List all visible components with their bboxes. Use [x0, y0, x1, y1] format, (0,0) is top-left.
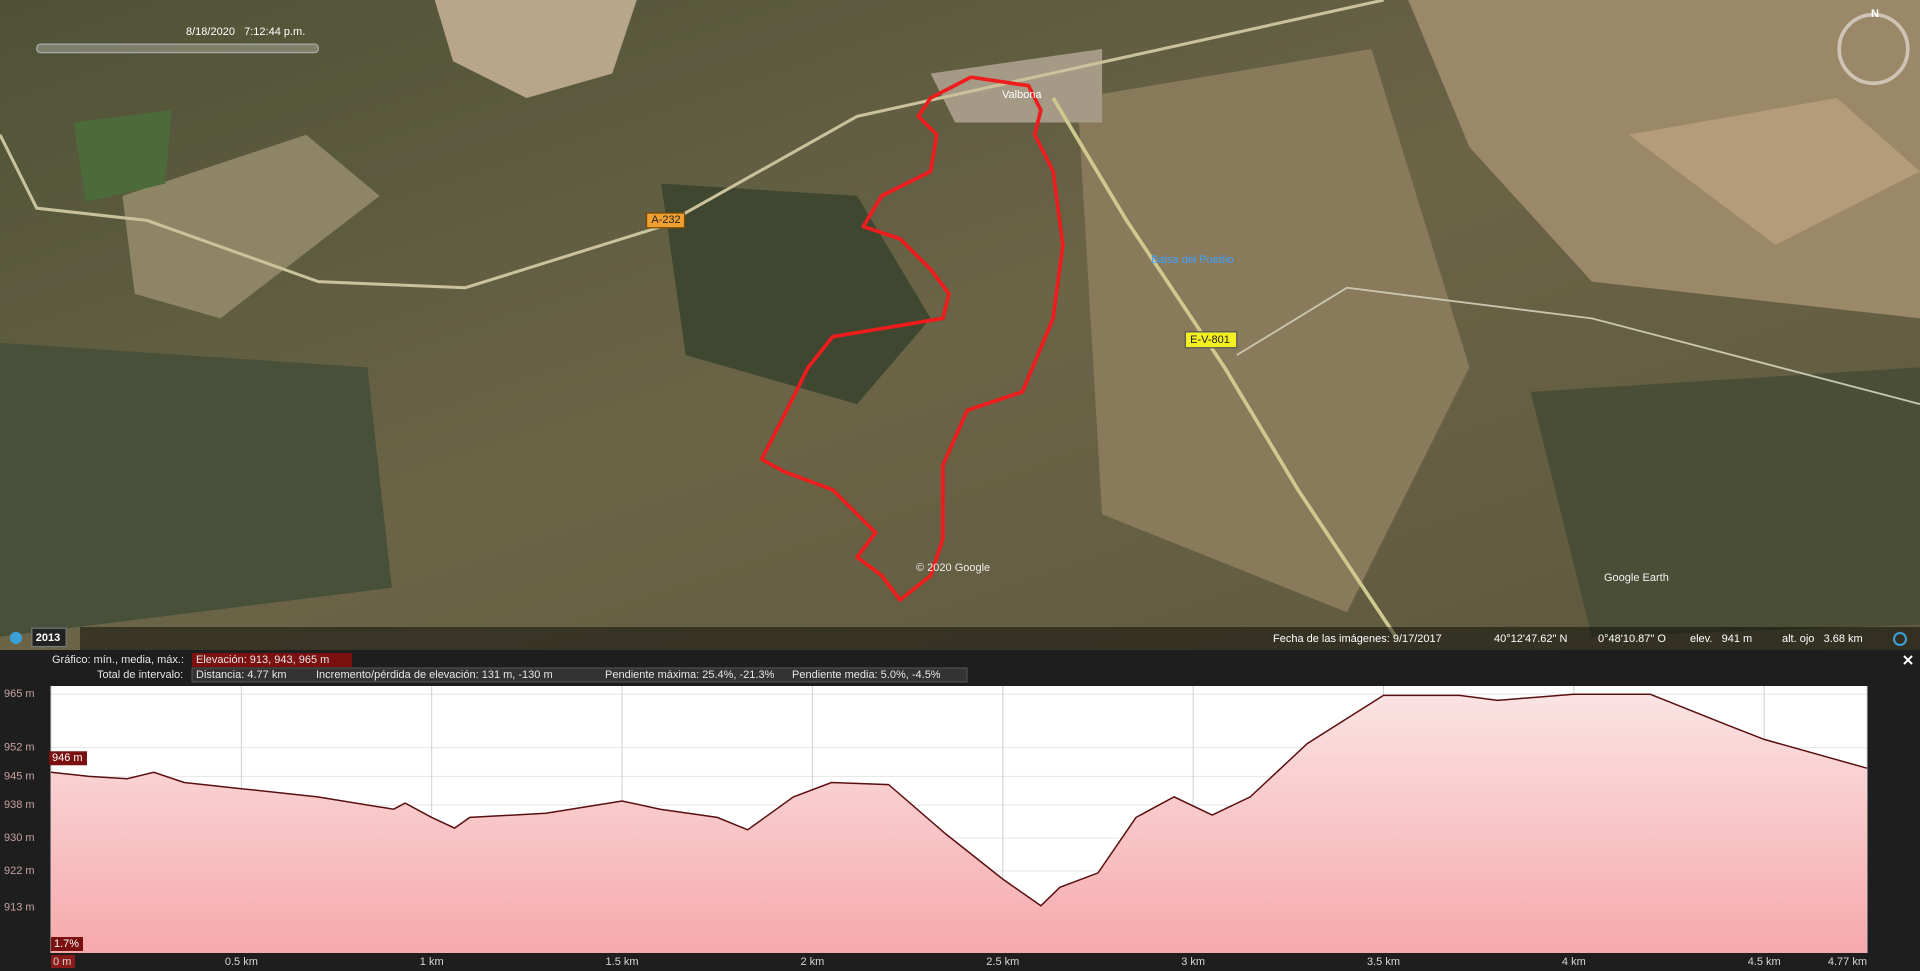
elevation-area — [51, 694, 1867, 953]
elevation: elev. 941 m — [1690, 633, 1752, 645]
road — [0, 0, 1385, 290]
loading-indicator — [1893, 632, 1907, 646]
status-bar — [80, 627, 1920, 650]
road — [1236, 286, 1920, 405]
highlight-box — [192, 653, 352, 667]
y-tick-label: 952 m — [4, 742, 35, 754]
x-tick-label: 1.5 km — [606, 956, 639, 968]
place-label[interactable]: Balsa del Pueblo — [1151, 254, 1234, 266]
field — [122, 134, 380, 319]
close-icon — [1903, 655, 1913, 665]
latitude: 40°12'47.62" N — [1494, 633, 1567, 645]
x-tick-label: 2.5 km — [986, 956, 1019, 968]
forest — [0, 342, 392, 637]
summary-value: Pendiente máxima: 25.4%, -21.3% — [605, 669, 775, 681]
field — [73, 110, 172, 203]
summary-value: Pendiente media: 5.0%, -4.5% — [792, 669, 941, 681]
y-tick-label: 945 m — [4, 770, 35, 782]
x-tick-label: 2 km — [801, 956, 825, 968]
fields — [1077, 48, 1470, 613]
y-tick-label: 965 m — [4, 688, 35, 700]
cursor-label: 946 m — [52, 752, 83, 764]
forest — [1530, 367, 1920, 637]
imagery-date: Fecha de las imágenes: 9/17/2017 — [1273, 633, 1442, 645]
x-tick-label: 4 km — [1562, 956, 1586, 968]
x-tick-label: 3 km — [1181, 956, 1205, 968]
x-tick-label: 0 m — [53, 956, 71, 968]
x-tick-label: 4.77 km — [1828, 956, 1867, 968]
summary-value: Incremento/pérdida de elevación: 131 m, … — [316, 669, 553, 681]
road-label: E-V-801 — [1190, 334, 1230, 346]
field — [434, 0, 637, 98]
summary-value: Distancia: 4.77 km — [196, 669, 286, 681]
x-tick-label: 4.5 km — [1748, 956, 1781, 968]
navigation-control[interactable] — [1837, 12, 1910, 86]
eye-altitude: alt. ojo 3.68 km — [1782, 633, 1863, 645]
elevation-profile: 965 m 952 m 945 m 938 m 930 m 922 m 913 m 0 m 0.… — [4, 686, 1868, 968]
year-badge[interactable] — [31, 627, 67, 648]
road-label: A-232 — [651, 214, 680, 226]
longitude: 0°48'10.87" O — [1598, 633, 1666, 645]
close-button[interactable] — [1903, 655, 1913, 665]
summary-value: Elevación: 913, 943, 965 m — [196, 654, 329, 666]
icon — [9, 631, 23, 645]
label-bg — [51, 937, 83, 951]
route-path[interactable] — [759, 75, 1065, 602]
label-bg — [51, 955, 75, 968]
forest — [661, 183, 931, 405]
compass-north: N — [1871, 8, 1879, 20]
year-label[interactable]: 2013 — [36, 632, 60, 644]
road-sign — [645, 212, 686, 229]
y-tick-label: 938 m — [4, 799, 35, 811]
timestamp: 8/18/2020 7:12:44 p.m. — [186, 26, 305, 38]
summary-label: Gráfico: mín., media, máx.: — [52, 654, 184, 666]
elevation-line — [50, 693, 1868, 907]
x-tick-label: 0.5 km — [225, 956, 258, 968]
x-tick-label: 1 km — [420, 956, 444, 968]
place-label[interactable]: Valbona — [1002, 89, 1042, 101]
y-tick-label: 922 m — [4, 865, 35, 877]
copyright: © 2020 Google — [916, 562, 990, 574]
summary-box — [191, 667, 968, 683]
logo: Google Earth — [1604, 572, 1669, 584]
label-bg — [49, 751, 87, 766]
y-tick-label: 930 m — [4, 832, 35, 844]
time-slider[interactable] — [36, 43, 319, 54]
map-view[interactable]: 8/18/2020 7:12:44 p.m. Valbona A-232 Bal… — [0, 0, 1920, 650]
terrain — [0, 0, 1920, 648]
summary-label: Total de intervalo: — [97, 669, 183, 681]
road — [1051, 97, 1398, 638]
x-tick-label: 3.5 km — [1367, 956, 1400, 968]
y-tick-label: 913 m — [4, 902, 35, 914]
slope-label: 1.7% — [54, 938, 79, 950]
field — [1628, 97, 1920, 245]
road-sign — [1184, 331, 1238, 349]
